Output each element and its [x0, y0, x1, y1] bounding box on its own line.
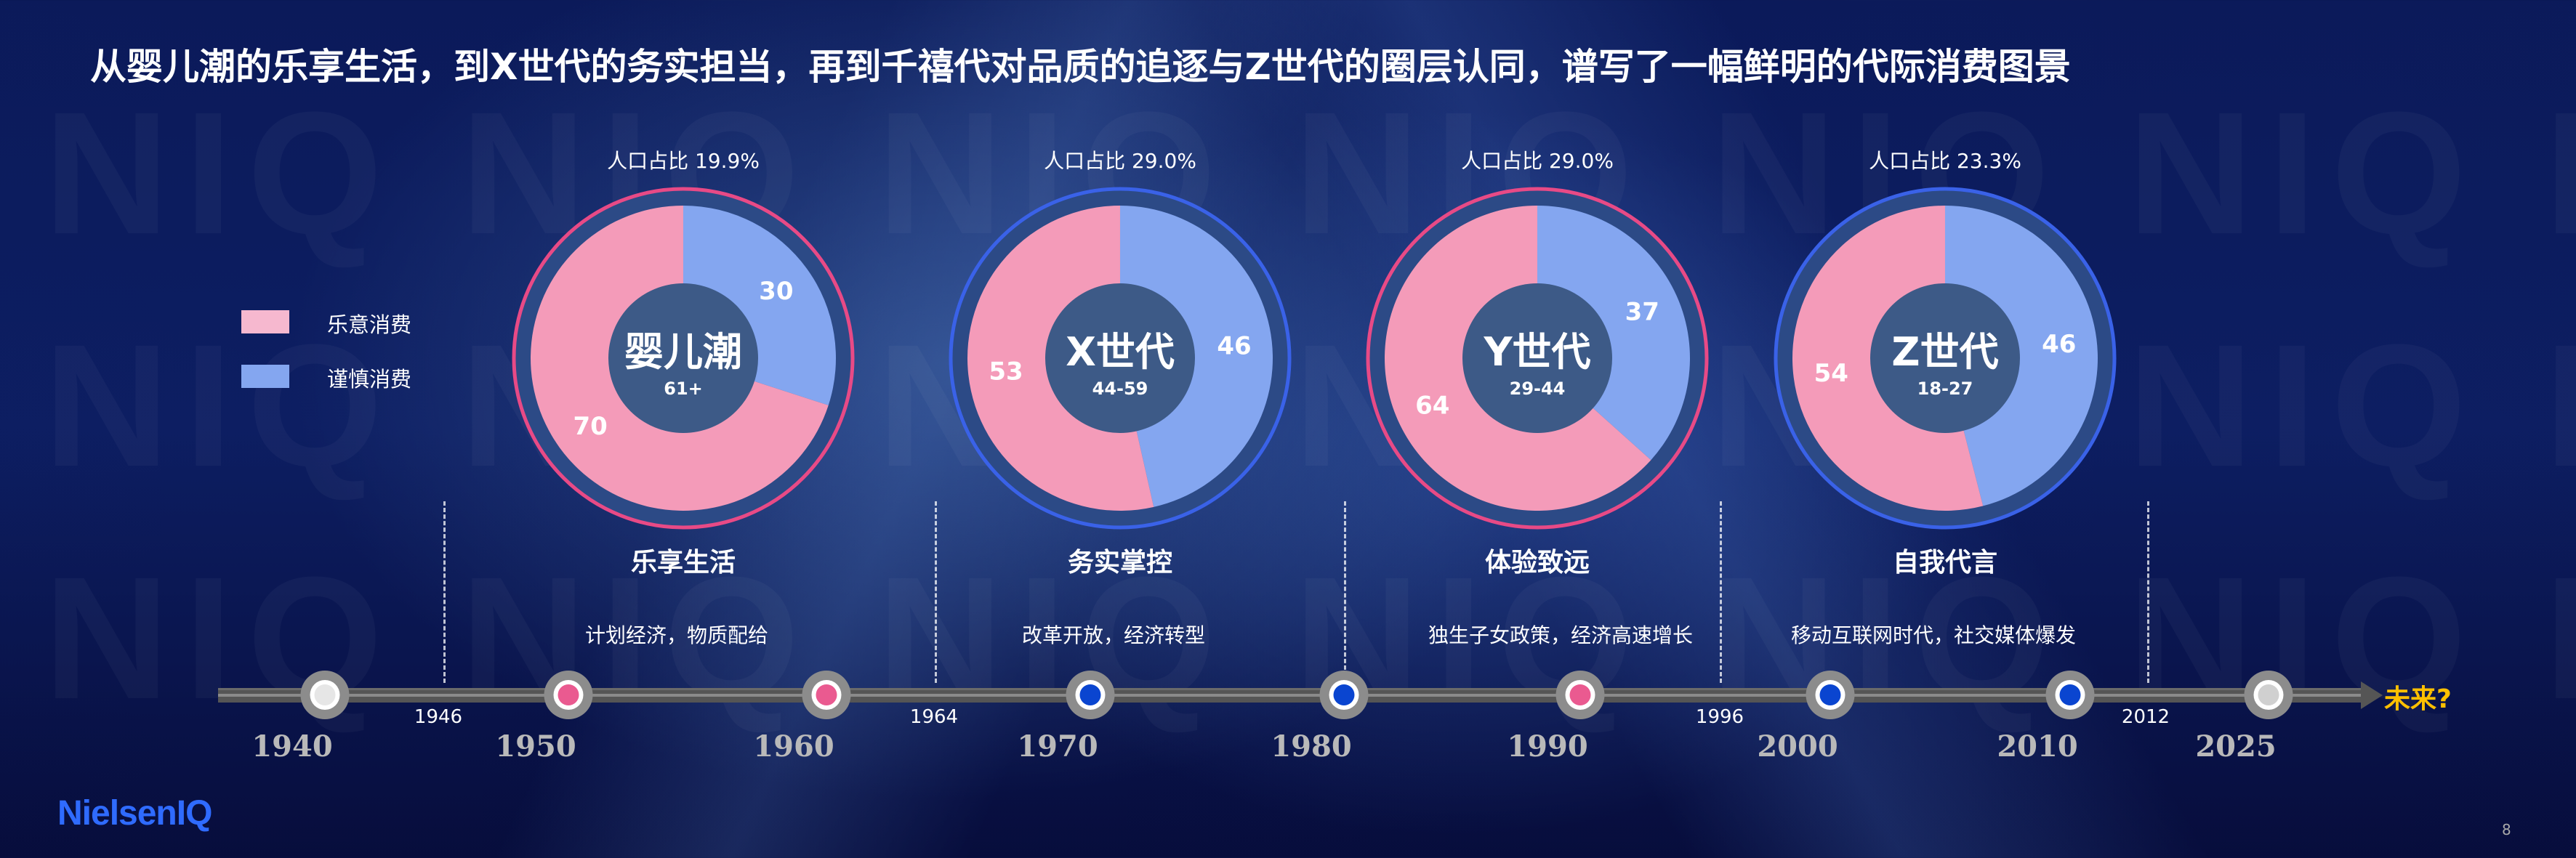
enjoy-value: 54 [1814, 359, 1848, 388]
donut-hole [608, 283, 758, 433]
cautious-slice [1537, 206, 1690, 461]
age-range: 44-59 [1092, 379, 1148, 399]
legend-label-enjoy: 乐意消费 [327, 312, 412, 337]
donut-hole [1045, 283, 1195, 433]
donut-hole [1870, 283, 2020, 433]
donut-chart: 46 53 X世代 44-59 [949, 187, 1292, 530]
boundary-year: 1946 [414, 706, 463, 728]
donut-chart: 37 64 Y世代 29-44 [1366, 187, 1709, 530]
age-range: 61+ [664, 379, 703, 399]
enjoy-value: 64 [1415, 391, 1449, 420]
watermark: NIQ NIQ NIQ NIQ NIQ NIQ NIQ NIQ [44, 305, 2576, 506]
legend-swatch-cautious [241, 365, 289, 388]
enjoy-value: 53 [989, 357, 1023, 386]
donut-chart: 46 54 Z世代 18-27 [1774, 187, 2117, 530]
timeline-node [544, 671, 593, 719]
timeline-node [802, 671, 851, 719]
timeline-year: 2000 [1757, 729, 1838, 764]
timeline-axis [218, 688, 2362, 703]
timeline-node [1319, 671, 1369, 719]
generation-theme: 乐享生活 [630, 548, 736, 578]
generation-theme: 体验致远 [1484, 548, 1590, 578]
generation-name: X世代 [1066, 329, 1175, 375]
timeline-year: 1970 [1017, 729, 1098, 764]
cautious-value: 30 [759, 277, 793, 306]
era-context: 改革开放，经济转型 [1021, 623, 1206, 647]
age-range: 29-44 [1510, 379, 1566, 399]
population-share: 人口占比 23.3% [1869, 149, 2021, 173]
population-share: 人口占比 29.0% [1461, 149, 1614, 173]
era-divider [1344, 501, 1346, 683]
cautious-value: 46 [1217, 331, 1251, 360]
legend-label-cautious: 谨慎消费 [327, 367, 412, 392]
timeline-year: 1950 [495, 729, 576, 764]
boundary-year: 2012 [2121, 706, 2170, 728]
timeline-node [1555, 671, 1605, 719]
arrow-right-icon [2361, 681, 2383, 709]
generation-name: 婴儿潮 [624, 329, 742, 375]
timeline-year: 1990 [1507, 729, 1588, 764]
timeline-node [2244, 671, 2293, 719]
legend-swatch-enjoy [241, 310, 289, 333]
generation-theme: 务实掌控 [1067, 548, 1173, 578]
watermark: NIQ NIQ NIQ NIQ NIQ NIQ NIQ NIQ [44, 73, 2576, 273]
boundary-year: 1996 [1695, 706, 1744, 728]
donut-hole [1462, 283, 1612, 433]
cautious-slice [1945, 206, 2098, 506]
enjoy-value: 70 [573, 412, 608, 441]
donut-chart: 30 70 婴儿潮 61+ [512, 187, 855, 530]
timeline-node [300, 671, 350, 719]
era-context: 独生子女政策，经济高速增长 [1428, 623, 1694, 647]
timeline-year: 1940 [251, 729, 333, 764]
boundary-year: 1964 [909, 706, 959, 728]
era-divider [935, 501, 937, 683]
timeline-node [1066, 671, 1115, 719]
population-share: 人口占比 29.0% [1044, 149, 1196, 173]
generation-name: Z世代 [1891, 329, 1998, 375]
era-divider [1720, 501, 1722, 683]
timeline-year: 1960 [753, 729, 834, 764]
era-divider [443, 501, 446, 683]
era-divider [2147, 501, 2149, 683]
cautious-slice [1120, 206, 1273, 507]
era-context: 计划经济，物质配给 [584, 623, 769, 647]
cautious-value: 37 [1625, 298, 1659, 327]
population-share: 人口占比 19.9% [607, 149, 760, 173]
generation-theme: 自我代言 [1892, 548, 1998, 578]
timeline-year: 1980 [1271, 729, 1352, 764]
cautious-value: 46 [2042, 330, 2076, 359]
timeline-year: 2010 [1997, 729, 2078, 764]
nielseniq-logo: NielsenIQ [57, 794, 212, 833]
future-label: 未来? [2384, 684, 2452, 714]
timeline-year: 2025 [2195, 729, 2277, 764]
timeline-node [2045, 671, 2095, 719]
page-title: 从婴儿潮的乐享生活，到X世代的务实担当，再到千禧代对品质的追逐与Z世代的圈层认同… [90, 46, 2071, 88]
timeline-node [1806, 671, 1855, 719]
era-context: 移动互联网时代，社交媒体爆发 [1790, 623, 2077, 647]
page-number: 8 [2502, 821, 2511, 838]
age-range: 18-27 [1917, 379, 1973, 399]
generation-name: Y世代 [1483, 329, 1590, 375]
